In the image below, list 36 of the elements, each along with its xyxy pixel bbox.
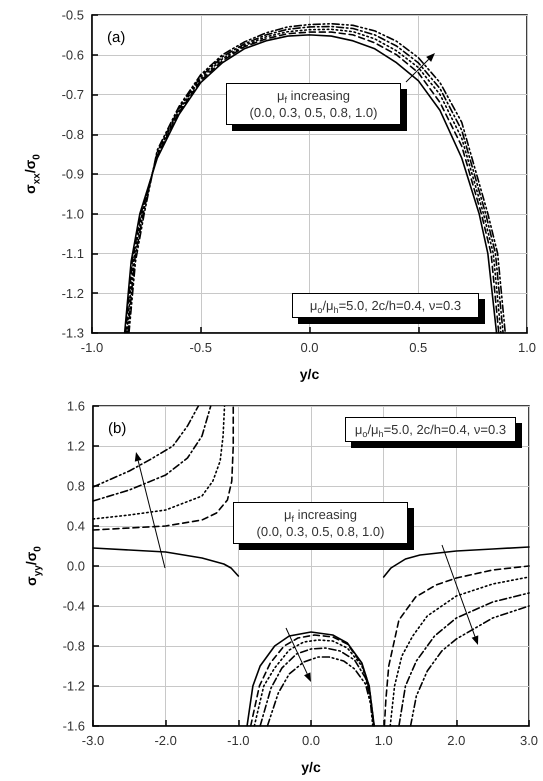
x-tick-label: 1.0	[518, 340, 536, 355]
y-tick-label: -1.2	[62, 286, 84, 301]
y-tick-label: 0.4	[66, 518, 85, 534]
x-tick-label: 1.0	[374, 733, 393, 748]
x-tick-label: -2.0	[154, 733, 177, 748]
y-tick-label: -1.2	[62, 678, 85, 694]
y-axis-title: σyy/σ0	[23, 546, 44, 586]
y-tick-label: -1.1	[62, 246, 84, 261]
y-tick-label: -0.9	[62, 166, 84, 182]
x-tick-label: 0.0	[300, 340, 319, 355]
x-tick-label: -3.0	[82, 733, 104, 748]
x-tick-label: 2.0	[447, 733, 466, 748]
x-tick-label: 0.5	[409, 340, 428, 355]
y-tick-label: 1.6	[66, 398, 85, 414]
x-tick-label: -1.0	[227, 733, 250, 748]
y-tick-label: -0.8	[62, 638, 85, 654]
y-tick-label: -1.6	[62, 718, 85, 734]
y-tick-label: -0.4	[62, 598, 85, 614]
y-tick-label: 1.2	[66, 438, 85, 454]
y-tick-label: -1.3	[62, 326, 84, 340]
y-tick-label: -1.0	[62, 206, 84, 222]
x-tick-label: -1.0	[80, 340, 104, 355]
y-tick-label: -0.5	[62, 8, 84, 22]
text: (a)	[107, 29, 126, 46]
x-tick-label: -0.5	[190, 340, 212, 355]
y-tick-label: -0.6	[62, 47, 84, 62]
y-axis-title: σxx/σ0	[22, 154, 42, 194]
y-tick-label: 0.8	[66, 478, 85, 494]
text: (b)	[108, 420, 126, 437]
y-tick-label: -0.7	[62, 87, 84, 102]
x-axis-title: y/c	[300, 366, 320, 382]
x-tick-label: 3.0	[520, 733, 538, 748]
x-tick-label: 0.0	[302, 733, 320, 748]
y-tick-label: 0.0	[66, 558, 85, 574]
x-axis-title: y/c	[301, 759, 321, 775]
y-tick-label: -0.8	[62, 126, 84, 142]
